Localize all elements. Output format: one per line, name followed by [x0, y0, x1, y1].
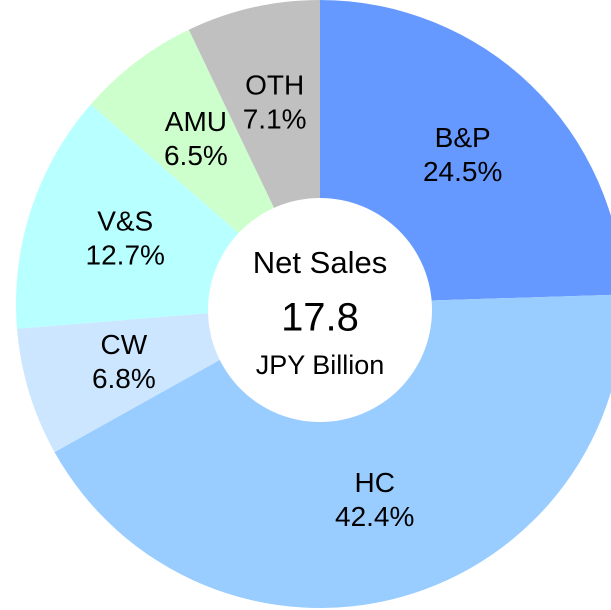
slice-value-label: 6.5%	[164, 140, 228, 171]
slice-name: B&P	[435, 122, 491, 153]
donut-hole	[208, 198, 432, 422]
slice-value-label: 24.5%	[423, 156, 502, 187]
slice-name: AMU	[165, 106, 227, 137]
center-title: Net Sales	[253, 245, 387, 280]
slice-value-label: 6.8%	[92, 363, 156, 394]
slice-name: HC	[354, 467, 394, 498]
slice-name: V&S	[97, 205, 153, 236]
center-unit: JPY Billion	[256, 350, 385, 380]
slice	[54, 294, 611, 608]
slice-value-label: 7.1%	[243, 103, 307, 134]
center-total: 17.8	[281, 296, 359, 340]
slice-value-label: 42.4%	[335, 501, 414, 532]
slice-value-label: 12.7%	[86, 239, 165, 270]
slice-name: CW	[101, 329, 148, 360]
slice-name: OTH	[245, 69, 304, 100]
